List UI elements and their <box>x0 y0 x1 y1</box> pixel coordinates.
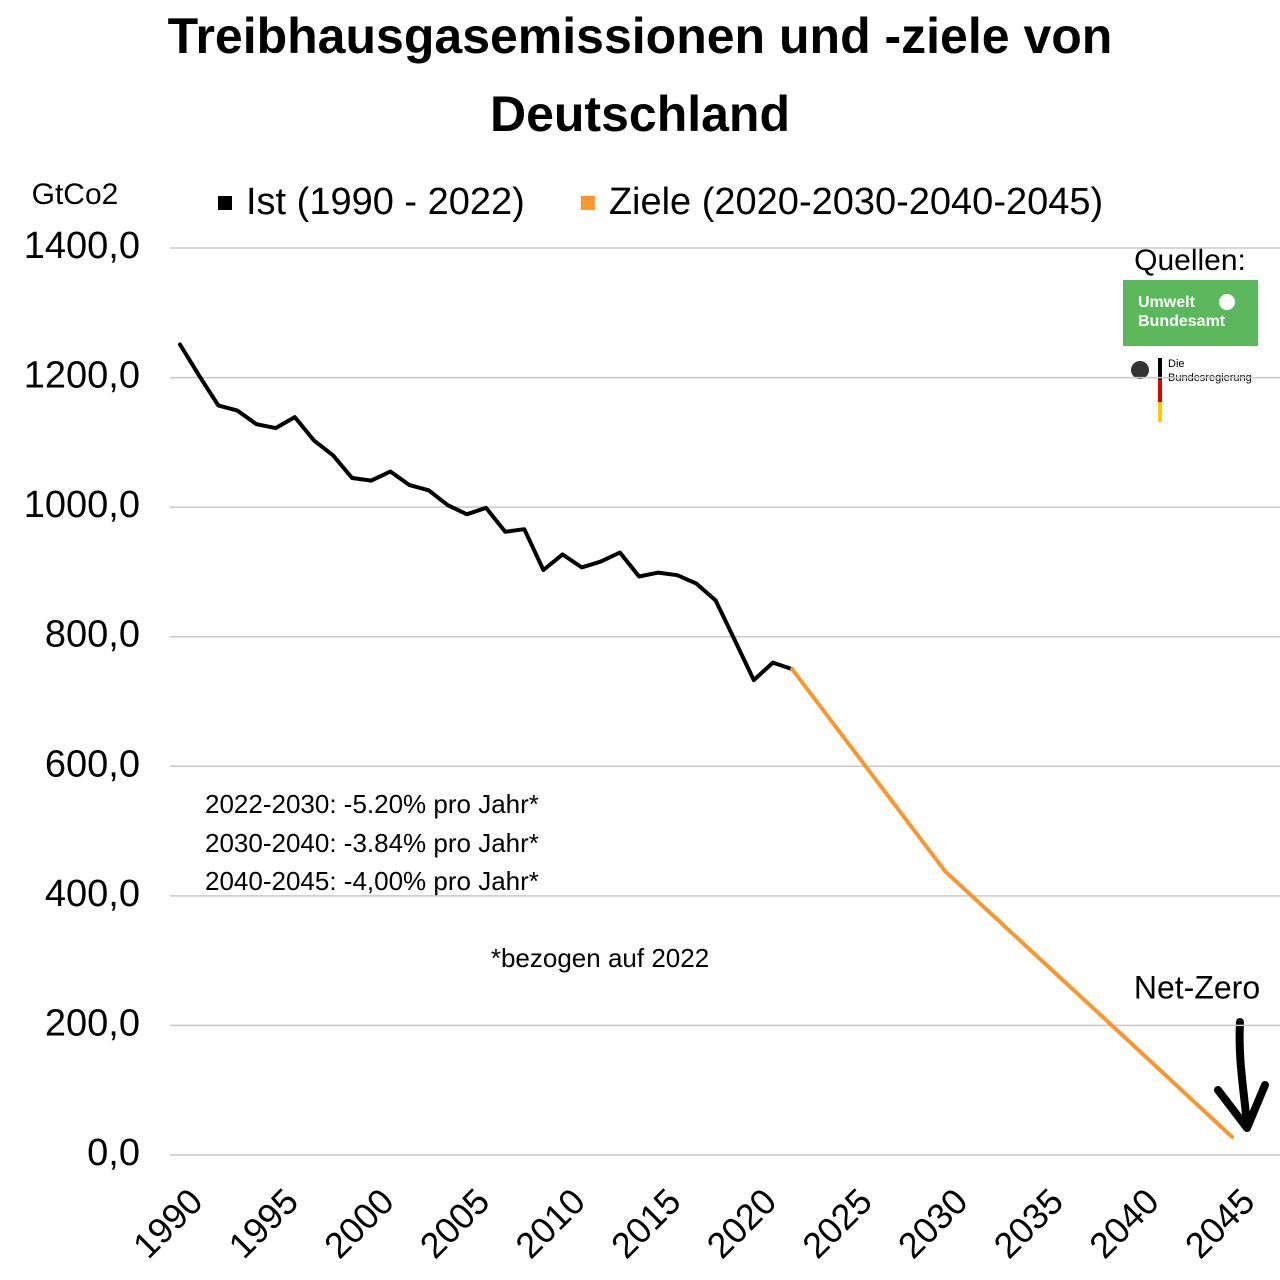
y-tick-label: 1200,0 <box>24 355 140 397</box>
y-axis-label: GtCo2 <box>32 178 119 211</box>
annotation: 2030-2040: -3.84% pro Jahr* <box>205 828 539 858</box>
legend-label: Ist (1990 - 2022) <box>246 181 525 223</box>
arrow <box>1214 1018 1269 1132</box>
y-tick-label: 400,0 <box>45 873 140 915</box>
y-tick-label: 0,0 <box>87 1132 140 1174</box>
y-tick-label: 1000,0 <box>24 484 140 526</box>
logo-flag <box>1158 380 1162 402</box>
logo-flag <box>1158 402 1162 422</box>
logo-icon <box>1219 294 1235 310</box>
logo-uba <box>1123 280 1258 346</box>
logo-eagle <box>1131 361 1149 379</box>
logo-text: Umwelt <box>1138 294 1196 311</box>
chart-title: Deutschland <box>490 86 790 142</box>
legend-swatch <box>218 196 232 210</box>
legend-label: Ziele (2020-2030-2040-2045) <box>609 181 1103 223</box>
annotation: Net-Zero <box>1134 969 1260 1005</box>
annotation: 2022-2030: -5.20% pro Jahr* <box>205 789 539 819</box>
sources-label: Quellen: <box>1134 244 1246 277</box>
legend-swatch <box>580 196 595 210</box>
logo-flag <box>1158 358 1162 380</box>
y-tick-label: 600,0 <box>45 743 140 785</box>
chart-title: Treibhausgasemissionen und -ziele von <box>168 8 1113 64</box>
y-tick-label: 1400,0 <box>24 225 140 267</box>
y-tick-label: 800,0 <box>45 614 140 656</box>
line <box>178 342 795 683</box>
line <box>790 667 1234 1139</box>
logo-text: Die <box>1168 358 1185 370</box>
logo-text: Bundesamt <box>1138 313 1226 330</box>
y-tick-label: 200,0 <box>45 1002 140 1044</box>
annotation: *bezogen auf 2022 <box>491 943 709 973</box>
annotation: 2040-2045: -4,00% pro Jahr* <box>205 866 539 896</box>
